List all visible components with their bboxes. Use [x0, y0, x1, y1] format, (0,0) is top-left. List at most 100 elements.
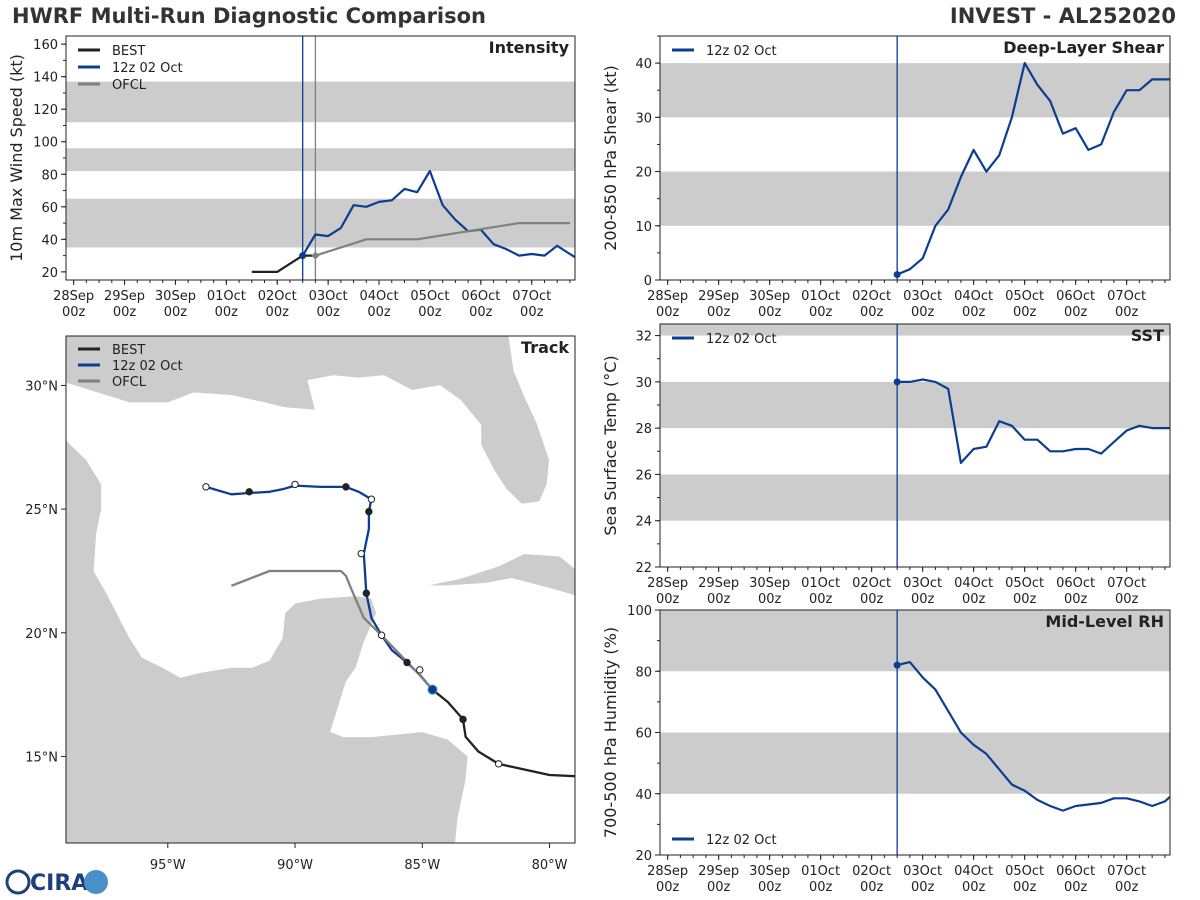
intensity-xtick-label: 30Sep — [155, 289, 196, 304]
sst-xtick-label: 06Oct — [1056, 576, 1095, 591]
shear-xtick-label: 00z — [911, 305, 935, 320]
shear-marker — [893, 271, 901, 279]
rh-xtick-label: 30Sep — [749, 864, 790, 879]
sst-xtick-label: 00z — [1064, 592, 1088, 607]
sst-ylabel: Sea Surface Temp (°C) — [601, 355, 620, 535]
rh-xtick-label: 00z — [707, 880, 731, 895]
sst-panel: 22242628303228Sep00z29Sep00z30Sep00z01Oc… — [601, 323, 1171, 607]
shear-frame — [659, 35, 1171, 281]
intensity-series-12z-02-oct — [301, 169, 575, 259]
rh-xtick-label: 00z — [911, 880, 935, 895]
sst-ytick-label: 32 — [635, 330, 652, 345]
intensity-xtick-label: 29Sep — [104, 289, 145, 304]
sst-ytick-label: 28 — [635, 422, 652, 437]
track-lat-label: 20°N — [25, 627, 58, 642]
shear-ytick-label: 10 — [635, 220, 652, 235]
shear-xtick-label: 04Oct — [954, 289, 993, 304]
intensity-title: Intensity — [489, 38, 570, 57]
intensity-xtick-label: 00z — [113, 305, 137, 320]
rh-band — [660, 732, 1170, 794]
intensity-xtick-label: 07Oct — [512, 289, 551, 304]
sst-series-12z-02-oct — [897, 378, 1170, 464]
intensity-xtick-label: 01Oct — [207, 289, 246, 304]
logo-text: CIRA — [30, 871, 88, 896]
track-marker — [291, 480, 299, 489]
track-line-best — [431, 688, 575, 778]
shear-xtick-label: 00z — [962, 305, 986, 320]
sst-xtick-label: 04Oct — [954, 576, 993, 591]
sst-xtick-label: 02Oct — [852, 576, 891, 591]
track-line-ofcl — [230, 569, 434, 691]
shear-xtick-label: 03Oct — [903, 289, 942, 304]
sst-ytick-label: 24 — [635, 515, 652, 530]
sst-xtick-label: 00z — [911, 592, 935, 607]
shear-xtick-label: 28Sep — [647, 289, 688, 304]
rh-xtick-label: 00z — [1064, 880, 1088, 895]
track-marker — [245, 488, 253, 496]
rh-series-12z-02-oct — [896, 660, 1170, 812]
rh-xtick-label: 00z — [758, 880, 782, 895]
sst-legend-label: 12z 02 Oct — [706, 332, 777, 347]
sst-band — [660, 474, 1170, 521]
shear-series-12z-02-oct — [896, 61, 1170, 276]
intensity-band — [66, 81, 575, 123]
track-lat-label: 15°N — [25, 750, 58, 765]
shear-xtick-label: 00z — [1013, 305, 1037, 320]
shear-ytick-label: 40 — [635, 57, 652, 72]
shear-xtick-label: 02Oct — [852, 289, 891, 304]
intensity-xtick-label: 00z — [316, 305, 340, 320]
track-landmass — [66, 439, 469, 843]
track-marker — [416, 666, 424, 674]
intensity-xtick-label: 02Oct — [258, 289, 297, 304]
rh-xtick-label: 05Oct — [1005, 864, 1044, 879]
logo-globe-icon — [84, 870, 108, 894]
track-marker — [342, 483, 350, 491]
track-marker — [357, 549, 365, 558]
sst-xtick-label: 03Oct — [903, 576, 942, 591]
track-marker — [365, 507, 373, 516]
intensity-ytick-label: 80 — [41, 168, 58, 183]
intensity-ytick-label: 100 — [33, 136, 58, 151]
track-legend-label: BEST — [112, 343, 145, 358]
rh-xtick-label: 07Oct — [1107, 864, 1146, 879]
sst-band — [660, 324, 1170, 336]
track-marker — [202, 483, 210, 491]
shear-title: Deep-Layer Shear — [1003, 38, 1164, 57]
shear-xtick-label: 07Oct — [1107, 289, 1146, 304]
sst-xtick-label: 05Oct — [1005, 576, 1044, 591]
intensity-xtick-label: 00z — [469, 305, 493, 320]
track-map-area — [66, 336, 575, 843]
intensity-series-best — [251, 254, 316, 273]
rh-xtick-label: 28Sep — [647, 864, 688, 879]
rh-xtick-label: 00z — [962, 880, 986, 895]
intensity-xtick-label: 03Oct — [309, 289, 348, 304]
track-marker — [427, 684, 438, 695]
rh-xtick-label: 00z — [656, 880, 680, 895]
sst-xtick-label: 07Oct — [1107, 576, 1146, 591]
sst-ytick-label: 26 — [635, 468, 652, 483]
sst-xtick-label: 00z — [809, 592, 833, 607]
track-legend-label: 12z 02 Oct — [112, 359, 183, 374]
intensity-ytick-label: 120 — [33, 103, 58, 118]
intensity-ytick-label: 60 — [41, 201, 58, 216]
intensity-xtick-label: 00z — [367, 305, 391, 320]
intensity-ytick-label: 40 — [41, 233, 58, 248]
shear-xtick-label: 01Oct — [801, 289, 840, 304]
sst-plot-area — [660, 324, 1170, 567]
track-lat-label: 25°N — [25, 503, 58, 518]
sst-xtick-label: 28Sep — [647, 576, 688, 591]
intensity-marker — [311, 251, 320, 260]
sst-xtick-label: 01Oct — [801, 576, 840, 591]
intensity-xtick-label: 00z — [164, 305, 188, 320]
shear-xtick-label: 00z — [1115, 305, 1139, 320]
sst-xtick-label: 29Sep — [698, 576, 739, 591]
shear-panel: 01020304028Sep00z29Sep00z30Sep00z01Oct00… — [601, 35, 1171, 320]
shear-xtick-label: 05Oct — [1005, 289, 1044, 304]
shear-xtick-label: 00z — [656, 305, 680, 320]
intensity-xtick-label: 05Oct — [410, 289, 449, 304]
rh-xtick-label: 00z — [1115, 880, 1139, 895]
rh-xtick-label: 04Oct — [954, 864, 993, 879]
track-line-12z-02-oct — [205, 484, 434, 691]
sst-marker — [893, 378, 901, 386]
